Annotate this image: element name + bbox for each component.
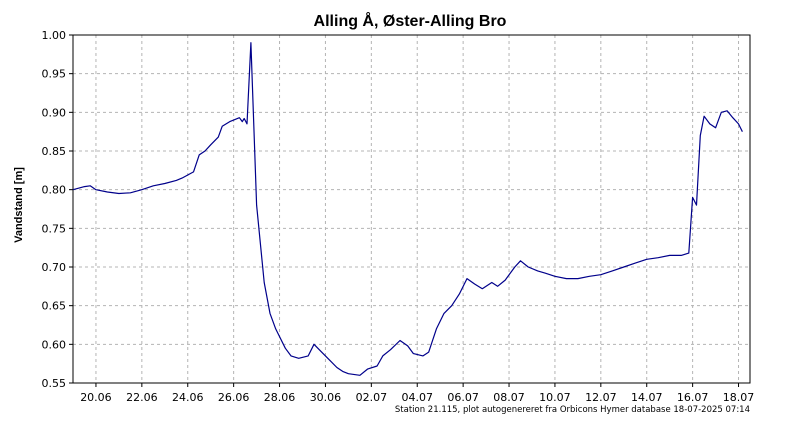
x-tick-label: 12.07 [585, 391, 617, 404]
x-tick-label: 18.07 [723, 391, 755, 404]
x-tick-label: 24.06 [172, 391, 204, 404]
y-tick-label: 0.80 [42, 184, 67, 197]
x-tick-label: 02.07 [356, 391, 388, 404]
y-tick-label: 0.85 [42, 145, 67, 158]
x-tick-label: 06.07 [447, 391, 479, 404]
y-tick-label: 0.55 [42, 377, 67, 390]
x-tick-label: 30.06 [310, 391, 342, 404]
y-tick-label: 0.90 [42, 106, 67, 119]
chart-title: Alling Å, Øster-Alling Bro [314, 11, 507, 30]
footer-note: Station 21.115, plot autogenereret fra O… [395, 405, 750, 415]
x-tick-label: 08.07 [493, 391, 525, 404]
x-tick-labels: 20.06 22.06 24.06 26.06 28.06 30.06 02.07 04.07… [80, 383, 754, 404]
y-tick-label: 0.70 [42, 261, 67, 274]
x-tick-label: 14.07 [631, 391, 663, 404]
plot-area [72, 34, 751, 384]
y-tick-label: 0.60 [42, 338, 67, 351]
x-tick-label: 26.06 [218, 391, 250, 404]
y-axis-label: Vandstand [m] [13, 167, 25, 243]
water-level-line [72, 42, 743, 376]
grid-lines [73, 34, 750, 384]
x-tick-label: 04.07 [401, 391, 433, 404]
x-tick-label: 10.07 [539, 391, 571, 404]
y-tick-labels: 0.55 0.60 0.65 0.70 0.75 0.80 0.85 0.90 0.95 1.00 [42, 29, 73, 390]
y-tick-label: 1.00 [42, 29, 67, 42]
x-tick-label: 16.07 [677, 391, 709, 404]
x-tick-label: 28.06 [264, 391, 296, 404]
y-tick-label: 0.75 [42, 222, 67, 235]
y-tick-label: 0.65 [42, 300, 67, 313]
y-tick-label: 0.95 [42, 68, 67, 81]
x-tick-label: 22.06 [126, 391, 158, 404]
x-tick-label: 20.06 [80, 391, 112, 404]
